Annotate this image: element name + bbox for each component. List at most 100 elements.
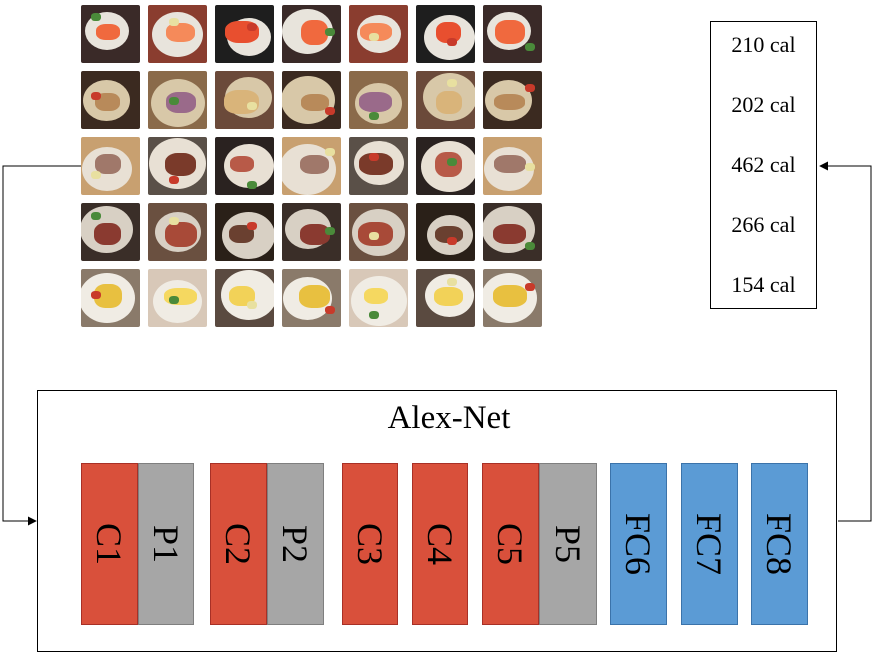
garnish <box>247 23 257 31</box>
food-thumbnail <box>349 269 408 327</box>
food-item <box>299 223 330 245</box>
garnish <box>325 28 335 36</box>
food-thumbnail <box>416 5 475 63</box>
food-thumbnail <box>81 71 140 129</box>
food-thumbnail <box>483 203 542 261</box>
garnish <box>91 92 101 100</box>
food-thumbnail <box>215 137 274 195</box>
garnish <box>169 97 179 105</box>
layer-c3: C3 <box>342 463 398 625</box>
garnish <box>525 242 535 250</box>
garnish <box>91 291 101 299</box>
garnish <box>447 158 457 166</box>
food-item <box>492 285 527 307</box>
garnish <box>325 227 335 235</box>
layer-c5: C5 <box>482 463 539 625</box>
food-image-grid <box>81 5 545 327</box>
food-thumbnail <box>81 203 140 261</box>
layer-c1: C1 <box>81 463 138 625</box>
food-thumbnail <box>416 203 475 261</box>
food-item <box>229 225 254 243</box>
garnish <box>169 18 179 26</box>
food-item <box>493 224 526 244</box>
garnish <box>525 84 535 92</box>
food-item <box>165 91 196 113</box>
food-item <box>434 286 463 306</box>
food-thumbnail <box>81 269 140 327</box>
layer-p2: P2 <box>267 463 324 625</box>
food-thumbnail <box>416 71 475 129</box>
food-item <box>165 152 196 176</box>
garnish <box>169 217 179 225</box>
garnish <box>369 232 379 240</box>
calorie-value: 202 cal <box>731 92 796 117</box>
layer-p5: P5 <box>539 463 597 625</box>
food-item <box>95 24 120 40</box>
food-thumbnail <box>483 5 542 63</box>
food-thumbnail <box>215 5 274 63</box>
layer-c4: C4 <box>412 463 468 625</box>
food-thumbnail <box>215 269 274 327</box>
garnish <box>169 296 179 304</box>
food-thumbnail <box>483 71 542 129</box>
network-title: Alex-Net <box>387 400 511 436</box>
garnish <box>447 278 457 286</box>
food-thumbnail <box>148 137 207 195</box>
garnish <box>525 283 535 291</box>
food-thumbnail <box>282 5 341 63</box>
layer-fc7: FC7 <box>681 463 738 625</box>
layer-p1: P1 <box>138 463 194 625</box>
food-thumbnail <box>349 5 408 63</box>
garnish <box>447 38 457 46</box>
food-thumbnail <box>349 71 408 129</box>
food-thumbnail <box>349 137 408 195</box>
food-item <box>435 90 462 114</box>
food-item <box>301 19 328 45</box>
food-item <box>363 288 388 304</box>
garnish <box>91 13 101 21</box>
garnish <box>247 181 257 189</box>
garnish <box>325 148 335 156</box>
calorie-output-box: 210 cal 202 cal 462 cal 266 cal 154 cal <box>710 21 817 309</box>
output-arrow <box>819 161 872 522</box>
food-item <box>229 156 254 172</box>
garnish <box>247 301 257 309</box>
food-item <box>94 223 121 245</box>
garnish <box>325 107 335 115</box>
garnish <box>91 171 101 179</box>
food-item <box>493 155 526 173</box>
food-thumbnail <box>81 5 140 63</box>
food-thumbnail <box>483 269 542 327</box>
food-item <box>300 93 329 111</box>
garnish <box>525 163 535 171</box>
food-thumbnail <box>148 5 207 63</box>
garnish <box>369 112 379 120</box>
food-thumbnail <box>483 137 542 195</box>
food-thumbnail <box>282 71 341 129</box>
food-thumbnail <box>148 203 207 261</box>
food-item <box>95 93 120 111</box>
food-thumbnail <box>81 137 140 195</box>
layer-fc8: FC8 <box>751 463 808 625</box>
food-item <box>436 21 461 43</box>
food-thumbnail <box>282 269 341 327</box>
food-item <box>300 154 329 174</box>
garnish <box>369 33 379 41</box>
food-thumbnail <box>416 137 475 195</box>
garnish <box>247 222 257 230</box>
food-item <box>299 284 330 308</box>
garnish <box>169 176 179 184</box>
garnish <box>91 212 101 220</box>
garnish <box>525 43 535 51</box>
food-item <box>494 94 525 110</box>
input-arrow <box>2 165 81 526</box>
layer-fc6: FC6 <box>610 463 667 625</box>
garnish <box>247 102 257 110</box>
food-item <box>94 154 121 174</box>
food-item <box>494 20 525 44</box>
food-thumbnail <box>282 203 341 261</box>
calorie-value: 462 cal <box>731 152 796 177</box>
food-item <box>359 23 392 41</box>
food-thumbnail <box>282 137 341 195</box>
garnish <box>369 153 379 161</box>
